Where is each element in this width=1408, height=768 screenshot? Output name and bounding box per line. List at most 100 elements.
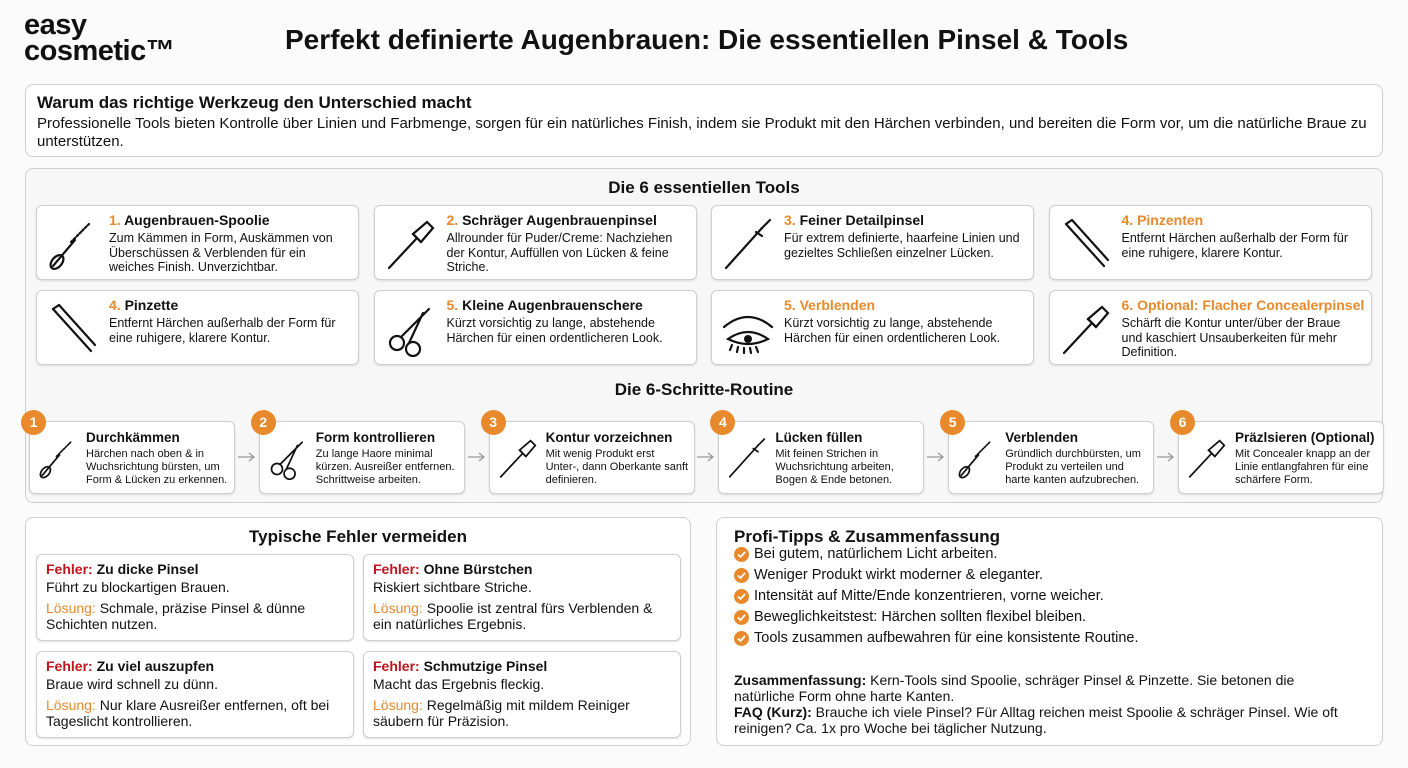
tool-icon	[724, 218, 772, 270]
tool-name-line: 4. Pinzenten	[1122, 212, 1204, 228]
error-name: Ohne Bürstchen	[423, 561, 533, 577]
tool-text: Entfernt Härchen außerhalb der Form für …	[109, 316, 336, 345]
mistake-error: Fehler: Ohne Bürstchen	[373, 561, 674, 577]
solution-label: Lösung:	[373, 697, 423, 713]
tool-text: Kürzt vorsichtig zu lange, abstehende Hä…	[784, 316, 1001, 345]
error-label: Fehler:	[46, 561, 93, 577]
mistake-card: Fehler: Schmutzige Pinsel Macht das Ergeb…	[363, 651, 681, 738]
tool-name: Verblenden	[799, 297, 876, 313]
tool-icon	[51, 303, 97, 353]
tip-text: Tools zusammen aufbewahren für eine kons…	[754, 630, 1139, 646]
tool-number: 4.	[109, 297, 121, 313]
tool-number: 2.	[446, 212, 459, 228]
step-text: Gründlich durchbürsten, um Produkt zu ve…	[1005, 448, 1141, 486]
step-text: Mit Concealer knapp an der Linie entlang…	[1235, 448, 1371, 486]
tool-name-line: 4. Pinzette	[109, 297, 178, 313]
tool-name-line: 6. Optional: Flacher Concealerpinsel	[1122, 297, 1365, 313]
step-number: 5	[940, 410, 966, 435]
section-heading: Die 6 essentiellen Tools	[608, 178, 800, 197]
step-arrow	[927, 452, 945, 462]
step-number: 4	[710, 410, 736, 435]
faq-label: FAQ (Kurz):	[734, 704, 812, 720]
solution-label: Lösung:	[46, 600, 96, 616]
tool-number: 3.	[784, 212, 796, 228]
tool-number: 1.	[109, 212, 121, 228]
tool-icon	[1062, 305, 1109, 355]
step-card: 3 Kontur vorzeichnen Mit wenig Produkt ers…	[480, 410, 695, 494]
step-icon	[499, 439, 537, 478]
brand-line: easy	[24, 9, 87, 41]
tip-text: Bei gutem, natürlichem Licht arbeiten.	[754, 546, 998, 562]
tip-item: Weniger Produkt wirkt moderner & elegant…	[734, 567, 1138, 588]
step-arrow	[1157, 452, 1175, 462]
tool-text: Für extrem definierte, haarfeine Linien …	[784, 231, 1020, 260]
step-name: Kontur vorzeichnen	[545, 430, 673, 445]
tip-text: Intensität auf Mitte/Ende konzentrieren,…	[754, 588, 1104, 604]
tool-card: 2. Schräger Augenbrauenpinsel Allrounder …	[373, 205, 697, 280]
tool-name: Pinzette	[124, 297, 179, 313]
mistakes-box: Typische Fehler vermeiden Fehler: Zu dic…	[25, 517, 691, 746]
mistake-solution: Lösung: Nur klare Ausreißer entfernen, o…	[46, 697, 347, 729]
error-name: Zu viel auszupfen	[96, 658, 215, 674]
tool-card: 4. Pinzenten Entfernt Härchen außerhalb d…	[1048, 205, 1372, 280]
step-icon	[1188, 439, 1226, 478]
step-card: 1 Durchkämmen Härchen nach oben & in Wuchs…	[21, 410, 235, 494]
solution-text: Spoolie ist zentral fürs Verblenden & ei…	[373, 600, 653, 632]
solution-text: Nur klare Ausreißer entfernen, oft bei T…	[46, 697, 330, 729]
error-label: Fehler:	[46, 658, 93, 674]
solution-label: Lösung:	[46, 697, 96, 713]
tool-icon	[49, 222, 91, 271]
step-number: 3	[480, 410, 506, 435]
tool-name-line: 5. Verblenden	[784, 297, 875, 313]
tips-box: Profi-Tipps & Zusammenfassung Bei gutem,…	[716, 517, 1383, 746]
section-heading: Typische Fehler vermeiden	[249, 527, 467, 546]
tool-card: 3. Feiner Detailpinsel Für extrem definie…	[711, 205, 1034, 280]
mistake-error: Fehler: Zu viel auszupfen	[46, 658, 347, 674]
faq: FAQ (Kurz): Brauche ich viele Pinsel? Fü…	[734, 704, 1352, 736]
page-title: Perfekt definierte Augenbrauen: Die esse…	[285, 24, 1129, 55]
faq-text: Brauche ich viele Pinsel? Für Alltag rei…	[734, 704, 1338, 736]
tool-number: 4.	[1121, 212, 1134, 228]
mistake-solution: Lösung: Schmale, präzise Pinsel & dünne …	[46, 600, 347, 632]
brand-line: cosmetic™	[24, 35, 175, 67]
mistake-solution: Lösung: Regelmäßig mit mildem Reiniger s…	[373, 697, 674, 729]
brand: easy cosmetic™	[24, 9, 175, 67]
check-icon	[734, 568, 749, 583]
section-heading: Die 6-Schritte-Routine	[614, 380, 794, 399]
mistake-effect: Macht das Ergebnis fleckig.	[373, 676, 545, 692]
step-number: 6	[1170, 410, 1195, 435]
mistake-effect: Braue wird schnell zu dünn.	[46, 676, 218, 692]
step-text: Mit feinen Strichen in Wuchsrichtung arb…	[775, 448, 894, 486]
error-name: Schmutzige Pinsel	[423, 658, 548, 674]
step-name: Durchkämmen	[86, 430, 180, 445]
summary: Zusammenfassung: Kern-Tools sind Spoolie…	[734, 672, 1352, 704]
tip-item: Bei gutem, natürlichem Licht arbeiten.	[734, 546, 1138, 567]
tool-card: 4. Pinzette Entfernt Härchen außerhalb de…	[36, 290, 359, 365]
tip-item: Tools zusammen aufbewahren für eine kons…	[734, 630, 1138, 651]
step-icon	[39, 441, 72, 479]
tool-number: 5.	[446, 297, 459, 313]
step-icon	[729, 438, 766, 478]
tool-name-line: 5. Kleine Augenbrauenschere	[447, 297, 643, 313]
tip-item: Beweglichkeitstest: Härchen sollten flex…	[734, 609, 1138, 630]
tip-text: Beweglichkeitstest: Härchen sollten flex…	[754, 609, 1087, 625]
mistake-error: Fehler: Zu dicke Pinsel	[46, 561, 347, 577]
tool-card: 1. Augenbrauen-Spoolie Zum Kämmen in Form…	[36, 205, 359, 280]
tool-name: Feiner Detailpinsel	[799, 212, 925, 228]
tool-text: Allrounder für Puder/Creme: Nachziehen d…	[446, 231, 673, 274]
tool-name: Schräger Augenbrauenpinsel	[462, 212, 657, 228]
error-label: Fehler:	[373, 561, 420, 577]
tool-card: 5. Kleine Augenbrauenschere Kürzt vorsich…	[373, 290, 697, 365]
solution-text: Schmale, präzise Pinsel & dünne Schichte…	[46, 600, 306, 632]
step-name: Form kontrollieren	[315, 430, 436, 445]
step-name: Verblenden	[1005, 430, 1078, 445]
mistake-card: Fehler: Ohne Bürstchen Riskiert sichtbare…	[363, 554, 681, 641]
solution-text: Regelmäßig mit mildem Reiniger säubern f…	[373, 697, 630, 729]
tip-item: Intensität auf Mitte/Ende konzentrieren,…	[734, 588, 1138, 609]
check-icon	[734, 610, 749, 625]
solution-label: Lösung:	[373, 600, 423, 616]
step-text: Mit wenig Produkt erst Unter-, dann Ober…	[545, 448, 689, 486]
step-card: 6 Präzlsieren (Optional) Mit Concealer kna…	[1170, 410, 1384, 494]
tool-icon	[387, 220, 434, 270]
